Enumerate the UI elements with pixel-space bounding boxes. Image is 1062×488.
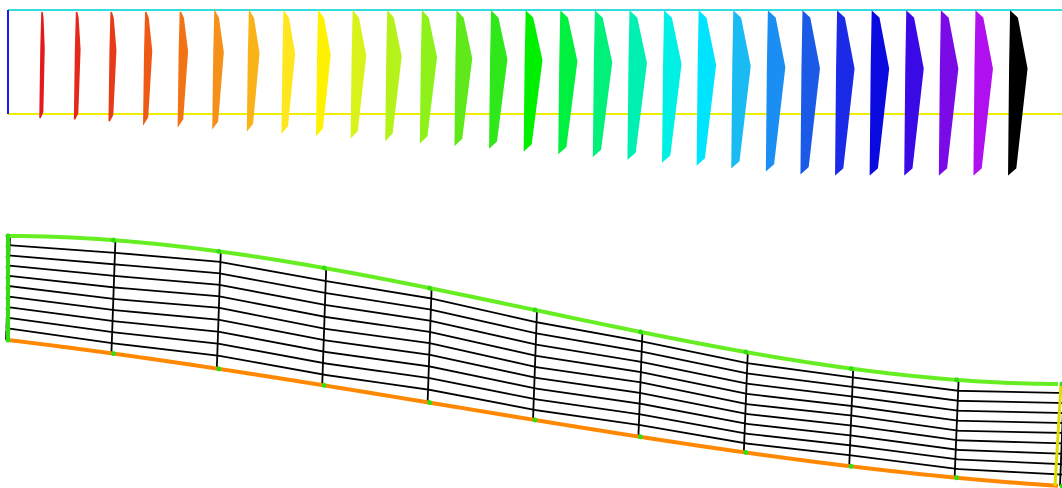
mesh-node	[5, 285, 11, 291]
mesh-node	[216, 366, 222, 372]
velocity-arrow	[246, 9, 260, 132]
mesh-node	[5, 316, 11, 322]
mesh-cross-line	[426, 288, 433, 403]
mesh-node	[5, 254, 11, 260]
velocity-arrow	[419, 10, 438, 144]
velocity-arrow	[731, 10, 751, 169]
mesh-cross-line	[532, 309, 538, 421]
mesh-node	[848, 463, 854, 469]
mesh-node	[216, 248, 222, 254]
mesh-cross-line	[848, 368, 855, 467]
mesh-node	[532, 307, 538, 313]
mesh-cross-line	[215, 251, 222, 369]
velocity-arrow	[765, 10, 786, 172]
mesh-node	[637, 434, 643, 440]
mesh-cross-line	[321, 267, 328, 386]
mesh-node	[321, 265, 327, 271]
mesh-stream-line	[7, 274, 1062, 424]
velocity-arrow	[281, 9, 296, 134]
mesh-stream-line	[7, 244, 1062, 394]
mesh-node	[110, 351, 116, 357]
mesh-node	[743, 349, 749, 355]
velocity-arrow	[385, 10, 402, 142]
mesh-stream-line	[7, 295, 1062, 445]
mesh-node	[637, 329, 643, 335]
velocity-arrow	[592, 10, 613, 158]
outlet-boundary	[1053, 383, 1062, 487]
velocity-arrow	[523, 10, 543, 152]
velocity-arrow	[73, 11, 81, 120]
mesh-cross-line	[1059, 412, 1062, 487]
mesh-node	[532, 417, 538, 423]
mesh-node	[5, 275, 11, 281]
velocity-arrow	[558, 10, 578, 155]
velocity-arrow	[177, 11, 189, 128]
velocity-arrow	[800, 10, 820, 175]
velocity-arrow	[489, 10, 508, 149]
mesh-node	[5, 295, 11, 301]
velocity-arrow	[108, 11, 117, 122]
velocity-arrow	[869, 10, 890, 176]
velocity-arrow	[350, 9, 367, 139]
mesh-node	[5, 264, 11, 270]
mesh-node	[427, 285, 433, 291]
velocity-arrow	[938, 10, 959, 176]
mesh-node	[5, 306, 11, 312]
velocity-arrow	[39, 11, 45, 119]
mesh-stream-line	[7, 306, 1062, 455]
velocity-arrow	[212, 9, 224, 130]
velocity-arrow	[316, 9, 331, 137]
velocity-arrow	[662, 10, 682, 163]
mesh-node	[427, 400, 433, 406]
mesh-stream-line	[7, 285, 1062, 434]
mesh-node	[5, 233, 11, 239]
mesh-node	[321, 382, 327, 388]
velocity-profile-panel	[7, 9, 1062, 176]
mesh-node	[5, 327, 11, 333]
velocity-arrow	[835, 10, 855, 176]
mesh-cross-line	[742, 351, 749, 453]
mesh-cross-line	[953, 379, 960, 478]
mesh-node	[1059, 381, 1062, 387]
velocity-arrow	[143, 11, 153, 126]
mesh-node	[743, 450, 749, 456]
mesh-stream-line	[7, 327, 1062, 476]
mesh-cross-line	[637, 331, 644, 437]
mesh-node	[110, 237, 116, 243]
velocity-arrow	[454, 10, 473, 147]
mesh-panel	[5, 233, 1062, 488]
mesh-node	[848, 366, 854, 372]
mesh-node	[5, 243, 11, 249]
velocity-arrow	[973, 10, 993, 176]
mesh-stream-line	[7, 316, 1062, 466]
mesh-node	[5, 337, 11, 343]
mesh-cross-line	[110, 240, 117, 354]
mesh-stream-line	[7, 254, 1062, 404]
mesh-stream-line	[7, 264, 1062, 414]
velocity-arrow	[627, 10, 647, 160]
velocity-arrow	[1008, 10, 1028, 176]
velocity-arrow	[904, 10, 924, 176]
mesh-node	[954, 475, 960, 481]
velocity-arrow	[696, 10, 717, 166]
mesh-node	[1059, 483, 1062, 488]
mesh-node	[954, 377, 960, 383]
